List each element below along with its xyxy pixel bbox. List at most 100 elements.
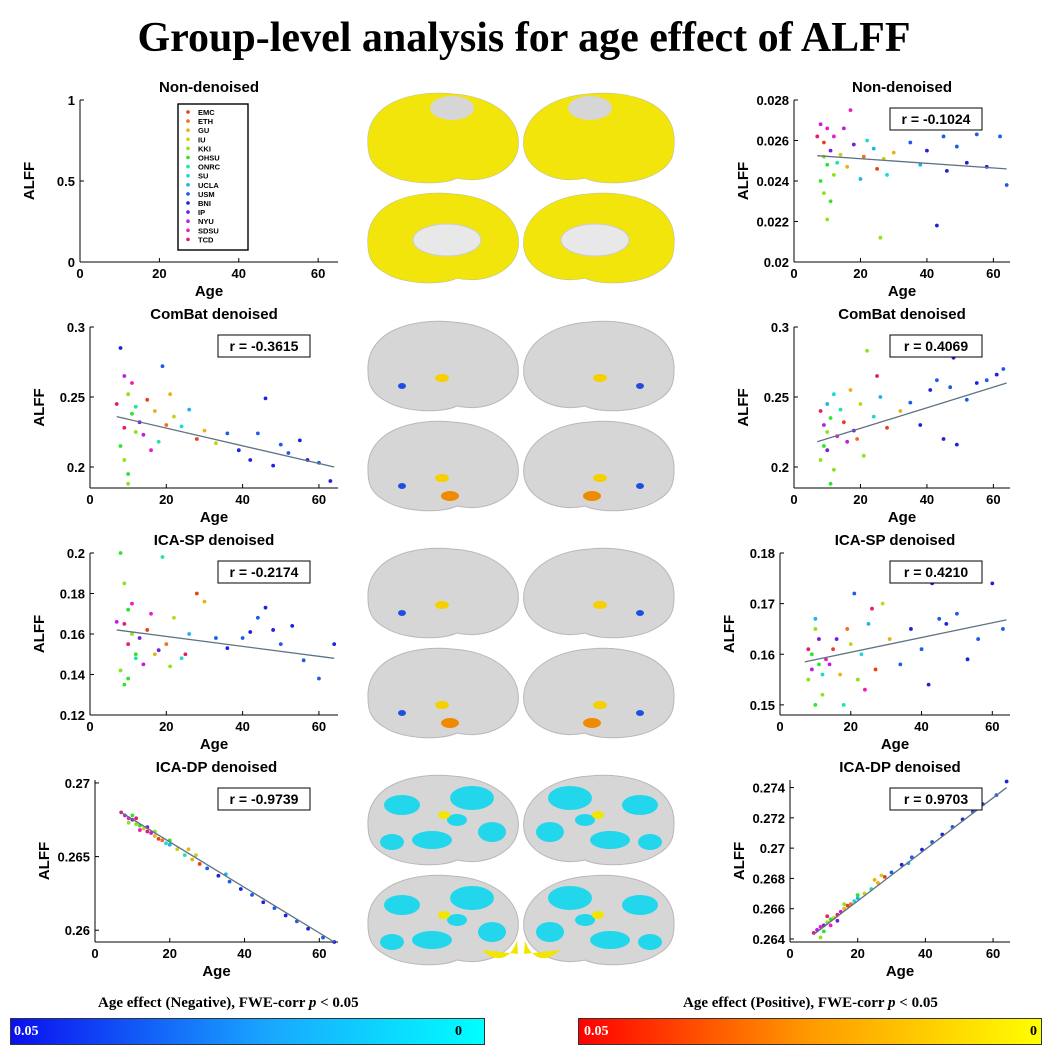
activation-positive	[435, 474, 449, 482]
legend-entry: ONRC	[198, 163, 221, 172]
brain-surface	[368, 321, 518, 410]
data-point	[157, 648, 161, 652]
chart-pos_icadp: 0 20 40 60 0.264 0.266 0.268 0.27 0.272 0.274 ICA-…	[731, 759, 1010, 980]
y-tick-label: 0.27	[65, 776, 90, 791]
x-tick-label: 40	[918, 946, 932, 961]
activation-positive	[441, 718, 459, 728]
data-point	[935, 378, 939, 382]
data-point	[164, 642, 168, 646]
data-point	[942, 135, 946, 139]
data-point	[883, 875, 887, 879]
y-tick-label: 0.022	[756, 215, 789, 230]
data-point	[122, 581, 126, 585]
data-point	[157, 837, 161, 841]
activation-negative	[536, 822, 564, 842]
data-point	[825, 218, 829, 222]
data-point	[990, 581, 994, 585]
activation-negative	[450, 786, 494, 810]
data-point	[874, 668, 878, 672]
data-point	[835, 161, 839, 165]
x-tick-label: 0	[786, 946, 793, 961]
data-point	[130, 602, 134, 606]
data-point	[825, 126, 829, 130]
data-point	[828, 662, 832, 666]
data-point	[214, 441, 218, 445]
y-tick-label: 0.274	[752, 781, 785, 796]
y-tick-label: 0.2	[67, 546, 85, 561]
data-point	[842, 902, 846, 906]
x-tick-label: 60	[985, 719, 999, 734]
data-point	[149, 448, 153, 452]
data-point	[126, 472, 130, 476]
regression-line	[817, 383, 1006, 442]
data-point	[138, 636, 142, 640]
chart-pos_nondenoised: 0 20 40 600.020.0220.0240.0260.028Non-denoi…	[735, 79, 1010, 300]
legend-marker	[186, 201, 190, 205]
data-point	[813, 617, 817, 621]
activation-negative	[384, 895, 420, 915]
y-tick-label: 0.3	[67, 320, 85, 335]
data-point	[134, 656, 138, 660]
activation-negative	[636, 710, 644, 716]
data-point	[862, 155, 866, 159]
y-tick-label: 0.15	[750, 698, 775, 713]
data-point	[122, 622, 126, 626]
data-point	[822, 444, 826, 448]
data-point	[153, 652, 157, 656]
legend-marker	[186, 183, 190, 187]
data-point	[928, 388, 932, 392]
r-value-label: r = 0.9703	[904, 791, 968, 807]
data-point	[1005, 183, 1009, 187]
data-point	[829, 199, 833, 203]
data-point	[944, 622, 948, 626]
activation-positive	[593, 374, 607, 382]
data-point	[920, 647, 924, 651]
data-point	[142, 662, 146, 666]
data-point	[872, 147, 876, 151]
chart-pos_icasp: 0 20 40 600.150.160.170.18ICA-SP denoisedAg…	[721, 532, 1010, 753]
y-tick-label: 0.27	[760, 841, 785, 856]
activation-negative	[380, 834, 404, 850]
data-point	[829, 923, 833, 927]
y-tick-label: 1	[68, 93, 75, 108]
data-point	[839, 408, 843, 412]
data-point	[157, 440, 161, 444]
activation-negative	[450, 886, 494, 910]
legend-marker	[186, 138, 190, 142]
activation-negative	[638, 934, 662, 950]
x-tick-label: 60	[312, 719, 326, 734]
x-tick-label: 0	[86, 719, 93, 734]
data-point	[195, 592, 199, 596]
data-point	[168, 665, 172, 669]
data-point	[332, 642, 336, 646]
activation-negative	[575, 914, 595, 926]
data-point	[821, 693, 825, 697]
brain-surface	[524, 775, 674, 864]
data-point	[279, 443, 283, 447]
x-tick-label: 20	[850, 946, 864, 961]
data-point	[134, 816, 138, 820]
brain-map-icasp	[368, 548, 674, 737]
r-value-label: r = 0.4210	[904, 564, 968, 580]
data-point	[145, 830, 149, 834]
data-point	[995, 373, 999, 377]
data-point	[832, 392, 836, 396]
data-point	[271, 464, 275, 468]
regression-line	[805, 620, 1007, 662]
data-point	[879, 395, 883, 399]
data-point	[130, 381, 134, 385]
data-point	[172, 415, 176, 419]
data-point	[164, 423, 168, 427]
regression-line	[117, 630, 334, 658]
brain-map-combat	[368, 321, 674, 510]
data-point	[927, 683, 931, 687]
data-point	[287, 451, 291, 455]
data-point	[216, 874, 220, 878]
chart-title: Non-denoised	[852, 79, 952, 96]
brain-surface	[524, 321, 674, 410]
data-point	[998, 135, 1002, 139]
legend-entry: SU	[198, 172, 208, 181]
activation-negative	[412, 931, 452, 949]
activation-negative	[590, 831, 630, 849]
brain-surface	[368, 775, 518, 864]
